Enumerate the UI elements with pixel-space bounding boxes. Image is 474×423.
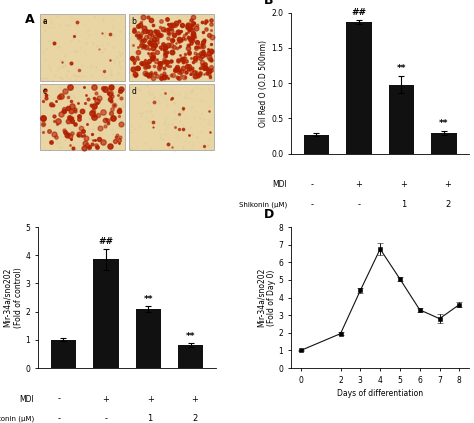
- Bar: [304, 135, 329, 154]
- Y-axis label: Mir-34a/sno202
(Fold of control): Mir-34a/sno202 (Fold of control): [3, 267, 23, 328]
- Text: 2: 2: [192, 414, 197, 423]
- Text: Shikonin (μM): Shikonin (μM): [239, 201, 287, 208]
- Bar: [40, 14, 125, 81]
- Text: -: -: [311, 180, 314, 189]
- Bar: [129, 84, 214, 150]
- Text: -: -: [58, 395, 61, 404]
- Text: -: -: [311, 200, 314, 209]
- Text: +: +: [147, 395, 154, 404]
- Bar: [93, 259, 118, 368]
- Bar: [431, 133, 456, 154]
- Bar: [346, 22, 372, 154]
- Text: b: b: [131, 17, 137, 26]
- Text: a: a: [42, 17, 47, 26]
- Text: -: -: [104, 414, 107, 423]
- Text: +: +: [445, 180, 451, 189]
- Y-axis label: Mir-34a/sno202
(Fold of Day 0): Mir-34a/sno202 (Fold of Day 0): [256, 268, 276, 327]
- Text: -: -: [58, 414, 61, 423]
- Text: ##: ##: [351, 8, 366, 17]
- Text: c: c: [42, 87, 46, 96]
- Text: ##: ##: [98, 237, 113, 247]
- Text: +: +: [102, 395, 109, 404]
- Text: **: **: [186, 332, 195, 341]
- Text: +: +: [191, 395, 198, 404]
- Text: 1: 1: [401, 200, 406, 209]
- Bar: [389, 85, 414, 154]
- Text: MDI: MDI: [273, 180, 287, 189]
- Text: +: +: [400, 180, 407, 189]
- Text: 2: 2: [445, 200, 450, 209]
- Bar: [129, 14, 214, 81]
- Bar: [178, 346, 203, 368]
- Text: Shikonin (μM): Shikonin (μM): [0, 415, 34, 422]
- Bar: [51, 340, 76, 368]
- Text: **: **: [439, 119, 448, 128]
- Y-axis label: Oil Red O (O.D 500nm): Oil Red O (O.D 500nm): [259, 40, 268, 127]
- Bar: [40, 84, 125, 150]
- Text: D: D: [264, 209, 274, 221]
- Text: -: -: [357, 200, 360, 209]
- Text: +: +: [356, 180, 362, 189]
- Text: **: **: [397, 64, 406, 73]
- Text: d: d: [131, 87, 137, 96]
- Text: 1: 1: [147, 414, 153, 423]
- Text: A: A: [25, 13, 34, 26]
- Bar: [136, 309, 161, 368]
- Text: B: B: [264, 0, 274, 7]
- Text: **: **: [144, 295, 153, 304]
- X-axis label: Days of differentiation: Days of differentiation: [337, 389, 423, 398]
- Text: MDI: MDI: [19, 395, 34, 404]
